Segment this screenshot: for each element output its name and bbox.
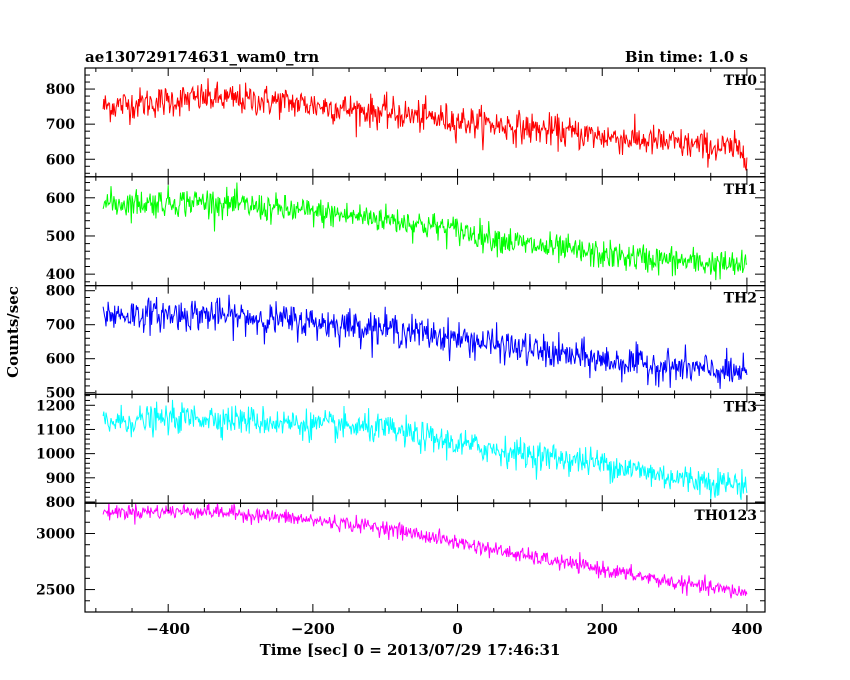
- panels-group: 600 700 800 TH0 400 500 600 TH1 500 600 700 800 TH2 8…: [36, 67, 766, 638]
- panel-name-label: TH0: [724, 73, 758, 89]
- bin-time-label: Bin time: 1.0 s: [625, 48, 748, 66]
- y-tick-label: 800: [46, 284, 75, 300]
- y-tick-label: 1000: [36, 447, 75, 463]
- panel-name-label: TH2: [724, 291, 757, 307]
- x-tick-label: 0: [452, 620, 462, 638]
- y-tick-label: 2500: [36, 583, 75, 599]
- series-line-th0123: [102, 503, 748, 599]
- x-tick-label: −200: [291, 620, 335, 638]
- x-axis-label: Time [sec] 0 = 2013/07/29 17:46:31: [260, 641, 561, 659]
- y-tick-label: 500: [46, 229, 75, 245]
- y-tick-label: 1200: [36, 398, 75, 414]
- y-tick-label: 600: [46, 152, 75, 168]
- y-tick-label: 900: [46, 471, 75, 487]
- panel-name-label: TH3: [724, 399, 757, 415]
- y-tick-label: 600: [46, 191, 75, 207]
- y-axis-label: Counts/sec: [4, 286, 22, 378]
- panel-name-label: TH0123: [694, 508, 757, 524]
- y-tick-label: 700: [46, 318, 75, 334]
- series-line-th2: [102, 294, 748, 389]
- panel-frame: [84, 502, 766, 613]
- panel-th1: 400 500 600 TH1: [46, 176, 766, 287]
- panel-frame: [84, 67, 766, 178]
- y-tick-label: 600: [46, 352, 75, 368]
- series-line-th0: [102, 78, 748, 171]
- panel-th2: 500 600 700 800 TH2: [46, 284, 766, 402]
- y-tick-label: 1100: [36, 422, 75, 438]
- x-tick-label: −400: [146, 620, 190, 638]
- plot-title: ae130729174631_wam0_trn: [85, 48, 319, 66]
- x-tick-label: 400: [731, 620, 762, 638]
- series-line-th1: [102, 182, 748, 281]
- series-line-th3: [102, 399, 748, 500]
- panel-th0123: 2500 3000 TH0123: [36, 502, 766, 613]
- y-tick-label: 500: [46, 386, 75, 402]
- y-tick-label: 700: [46, 117, 75, 133]
- y-tick-label: 800: [46, 495, 75, 511]
- x-tick-label: 200: [587, 620, 618, 638]
- y-tick-label: 800: [46, 82, 75, 98]
- panel-name-label: TH1: [724, 182, 757, 198]
- panel-th3: 800 900 1000 1100 1200 TH3: [36, 393, 766, 511]
- y-tick-label: 400: [46, 267, 75, 283]
- y-tick-label: 3000: [36, 526, 75, 542]
- panel-th0: 600 700 800 TH0: [46, 67, 766, 178]
